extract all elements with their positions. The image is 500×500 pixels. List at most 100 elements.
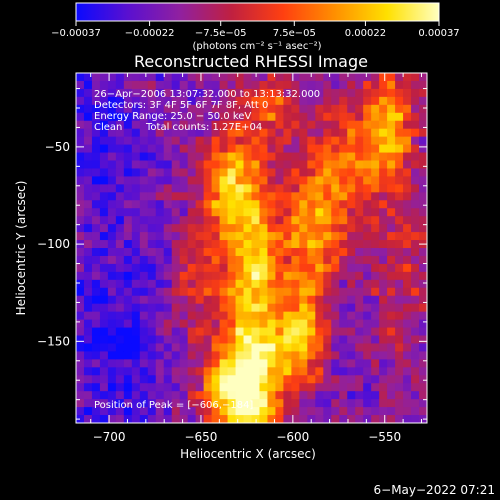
heatmap-cell <box>163 327 173 337</box>
heatmap-cell <box>355 319 364 329</box>
heatmap-cell <box>371 415 380 423</box>
heatmap-cell <box>251 80 261 90</box>
heatmap-cell <box>267 407 277 416</box>
heatmap-cell <box>387 311 396 321</box>
heatmap-cell <box>179 224 189 233</box>
heatmap-cell <box>363 88 372 98</box>
heatmap-cell <box>171 168 181 177</box>
heatmap-cell <box>235 319 245 329</box>
heatmap-cell <box>419 399 427 408</box>
heatmap-cell <box>235 351 245 360</box>
heatmap-cell <box>259 343 269 352</box>
heatmap-cell <box>99 319 109 329</box>
heatmap-cell <box>235 399 245 408</box>
heatmap-cell <box>227 303 237 313</box>
heatmap-cell <box>323 80 332 90</box>
heatmap-cell <box>267 327 277 337</box>
heatmap-cell <box>227 208 237 217</box>
heatmap-cell <box>243 399 253 408</box>
heatmap-cell <box>139 367 149 376</box>
heatmap-cell <box>107 224 117 233</box>
heatmap-cell <box>411 168 420 177</box>
heatmap-cell <box>243 327 253 337</box>
heatmap-cell <box>147 128 157 138</box>
heatmap-cell <box>235 120 245 130</box>
heatmap-cell <box>355 295 364 305</box>
heatmap-cell <box>107 88 117 98</box>
heatmap-cell <box>307 343 316 352</box>
heatmap-cell <box>355 128 364 138</box>
heatmap-cell <box>371 136 380 146</box>
heatmap-cell <box>219 73 229 82</box>
heatmap-cell <box>171 232 181 241</box>
heatmap-cell <box>107 112 117 122</box>
heatmap-cell <box>211 144 221 154</box>
heatmap-cell <box>419 311 427 321</box>
heatmap-cell <box>99 128 109 138</box>
heatmap-cell <box>123 200 133 209</box>
heatmap-cell <box>195 359 205 368</box>
heatmap-cell <box>315 383 324 392</box>
heatmap-cell <box>99 120 109 130</box>
heatmap-cell <box>107 96 117 106</box>
heatmap-cell <box>76 80 85 90</box>
heatmap-cell <box>387 255 396 265</box>
heatmap-cell <box>315 399 324 408</box>
heatmap-cell <box>203 232 213 241</box>
heatmap-cell <box>323 128 332 138</box>
heatmap-cell <box>379 399 388 408</box>
heatmap-cell <box>171 176 181 185</box>
heatmap-cell <box>123 168 133 177</box>
heatmap-cell <box>171 240 181 249</box>
heatmap-cell <box>139 73 149 82</box>
heatmap-cell <box>99 311 109 321</box>
heatmap-cell <box>323 232 332 241</box>
heatmap-cell <box>291 279 300 289</box>
heatmap-cell <box>99 112 109 122</box>
annotation-counts: Total counts: 1.27E+04 <box>145 122 262 133</box>
heatmap-cell <box>147 152 157 162</box>
heatmap-cell <box>115 375 125 384</box>
heatmap-cell <box>211 287 221 297</box>
heatmap-cell <box>331 343 340 352</box>
heatmap-cell <box>403 96 412 106</box>
heatmap-cell <box>419 88 427 98</box>
heatmap-cell <box>147 200 157 209</box>
heatmap-cell <box>315 176 324 185</box>
heatmap-cell <box>115 232 125 241</box>
heatmap-cell <box>323 383 332 392</box>
heatmap-cell <box>195 303 205 313</box>
heatmap-cell <box>371 80 380 90</box>
heatmap-cell <box>291 303 300 313</box>
heatmap-cell <box>83 224 93 233</box>
heatmap-cell <box>227 80 237 90</box>
heatmap-cell <box>411 120 420 130</box>
heatmap-cell <box>227 263 237 273</box>
heatmap-cell <box>347 319 356 329</box>
heatmap-cell <box>147 96 157 106</box>
heatmap-cell <box>371 104 380 114</box>
heatmap-cell <box>363 399 372 408</box>
heatmap-cell <box>115 144 125 154</box>
heatmap-cell <box>395 287 404 297</box>
heatmap-cell <box>411 128 420 138</box>
heatmap-cell <box>267 367 277 376</box>
heatmap-cell <box>387 279 396 289</box>
heatmap-cell <box>115 407 125 416</box>
heatmap-cell <box>355 192 364 201</box>
heatmap-cell <box>267 240 277 249</box>
heatmap-cell <box>267 351 277 360</box>
heatmap-cell <box>179 415 189 423</box>
heatmap-cell <box>347 104 356 114</box>
heatmap-cell <box>283 216 292 225</box>
heatmap-cell <box>251 263 261 273</box>
heatmap-cell <box>307 224 316 233</box>
heatmap-cell <box>243 200 253 209</box>
heatmap-cell <box>339 287 348 297</box>
heatmap-cell <box>323 255 332 265</box>
heatmap-cell <box>411 295 420 305</box>
heatmap-cell <box>99 144 109 154</box>
heatmap-cell <box>147 311 157 321</box>
heatmap-cell <box>227 415 237 423</box>
heatmap-cell <box>275 287 285 297</box>
